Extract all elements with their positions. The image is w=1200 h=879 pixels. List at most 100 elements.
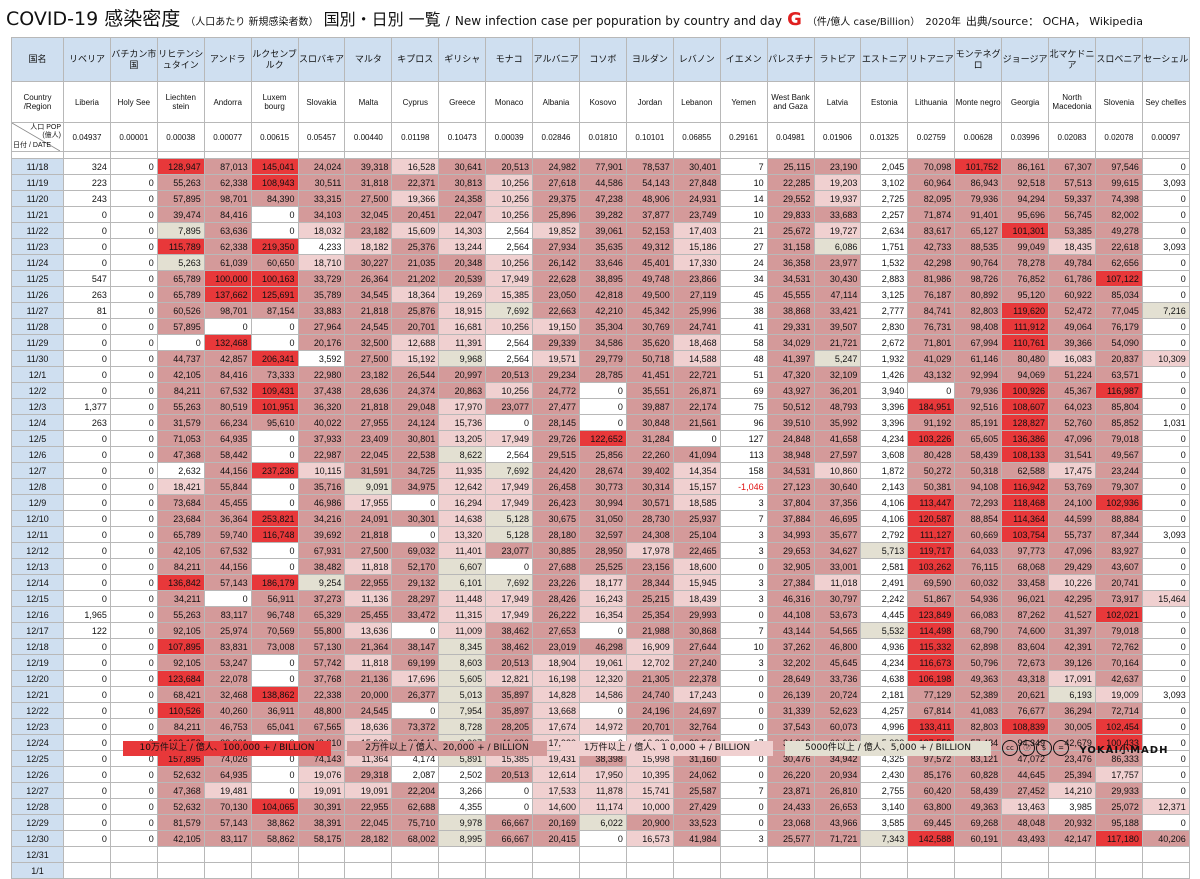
value-cell: 10,309 [1141,350,1190,367]
value-cell: 31,050 [578,510,627,527]
value-cell: 29,779 [578,350,627,367]
value-cell: 53,247 [203,654,252,671]
value-cell: 22,538 [391,446,440,463]
value-cell: 29,132 [391,574,440,591]
value-cell: 25,072 [1094,798,1143,815]
value-cell: 0 [1141,158,1190,175]
value-cell: 0 [1141,382,1190,399]
value-cell: 0 [63,702,111,719]
value-cell: 47,368 [156,782,205,799]
value-cell: 43,966 [813,814,862,831]
value-cell [860,846,909,863]
value-cell: 19,076 [297,766,346,783]
value-cell: 1,426 [860,366,909,383]
value-cell: 10,256 [485,382,534,399]
brand-logo: YOKAI小MADH [1079,744,1169,756]
value-cell: 94,294 [1001,190,1050,207]
value-cell: 29,726 [532,430,580,447]
value-cell: 3,608 [860,446,909,463]
value-cell: 80,892 [954,286,1003,303]
value-cell: 84,741 [907,302,956,319]
value-cell: 28,426 [532,590,580,607]
value-cell: 23,182 [344,222,393,239]
value-cell: 21,818 [344,398,393,415]
nc-icon: $ [1036,740,1052,756]
value-cell: 14,638 [438,510,487,527]
value-cell: 0 [1141,750,1190,767]
value-cell: 71,053 [156,430,205,447]
value-cell: 1,377 [63,398,111,415]
legend-item: 2万件以上 / 億人、20,000 + / BILLION [347,741,547,756]
value-cell: 65,041 [250,718,299,735]
date-cell: 12/8 [11,478,64,495]
value-cell [813,862,862,879]
value-cell: 0 [578,830,627,847]
value-cell: 51,224 [1048,366,1096,383]
value-cell: 0 [63,318,111,335]
value-cell: 96 [719,414,768,431]
title-letter: G [787,9,802,30]
value-cell: 28,145 [532,414,580,431]
population-cell: 0.03996 [1001,122,1050,152]
value-cell: 66,667 [485,830,534,847]
date-cell: 12/16 [11,606,64,623]
value-cell: 32,045 [344,206,393,223]
country-jp-header: 北マケドニア [1048,37,1096,82]
value-cell: 33,683 [813,206,862,223]
value-cell: 11,878 [578,782,627,799]
value-cell: 25,215 [625,590,674,607]
value-cell: 20,176 [297,334,346,351]
value-cell: 52,170 [391,558,440,575]
value-cell: 18,600 [672,558,721,575]
value-cell: 58,862 [250,830,299,847]
value-cell: 122 [63,622,111,639]
value-cell: 0 [63,526,111,543]
table-row: 12/2 0 0 84,211 67,532 109,431 37,438 28,636 24,… [11,382,1190,399]
value-cell: 23,244 [1094,462,1143,479]
value-cell: 96,748 [250,606,299,623]
value-cell: 27,964 [297,318,346,335]
date-cell: 12/12 [11,542,64,559]
value-cell: 24,931 [672,190,721,207]
value-cell: 24,772 [532,382,580,399]
value-cell: 22,045 [344,446,393,463]
date-cell: 12/20 [11,670,64,687]
value-cell: 22,078 [203,670,252,687]
country-jp-header: キプロス [391,37,440,82]
value-cell: 20,539 [438,270,487,287]
value-cell: 67,814 [907,702,956,719]
value-cell: 18,439 [672,590,721,607]
country-jp-header: リベリア [63,37,111,82]
value-cell: 26,423 [532,494,580,511]
value-cell: 74,398 [1094,190,1143,207]
table-row: 12/29 0 0 81,579 57,143 38,862 38,391 22,045 75,… [11,814,1190,831]
value-cell [485,862,534,879]
value-cell: 41,029 [907,350,956,367]
value-cell: 58,439 [954,782,1003,799]
value-cell: 109,431 [250,382,299,399]
value-cell: 20,932 [1048,814,1096,831]
value-cell: 22,174 [672,398,721,415]
value-cell: 42,733 [907,238,956,255]
value-cell: 19,481 [203,782,252,799]
value-cell: 24,100 [1048,494,1096,511]
value-cell: 0 [391,702,440,719]
value-cell: 37,438 [297,382,346,399]
value-cell: 0 [250,782,299,799]
value-cell: 0 [109,494,158,511]
value-cell: 100,433 [1094,734,1143,751]
value-cell: 14,588 [672,350,721,367]
value-cell: 70,098 [907,158,956,175]
value-cell: 29,552 [766,190,815,207]
value-cell: 18,421 [156,478,205,495]
value-cell: 37,884 [766,510,815,527]
value-cell: 65,789 [156,526,205,543]
value-cell: 7 [719,782,768,799]
value-cell: 0 [1141,718,1190,735]
value-cell: 30,868 [672,622,721,639]
value-cell: 29,653 [766,542,815,559]
value-cell: 107,122 [1094,270,1143,287]
value-cell: 76,677 [1001,702,1050,719]
value-cell: 95,120 [1001,286,1050,303]
value-cell: 116,987 [1094,382,1143,399]
